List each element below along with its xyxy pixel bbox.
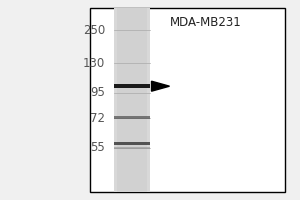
Text: 130: 130 [83,57,105,70]
Bar [114,147,150,149]
Text: 55: 55 [90,141,105,154]
Bar [114,116,150,119]
Text: 72: 72 [90,112,105,125]
Polygon shape [152,81,169,91]
Text: 250: 250 [83,24,105,37]
Bar [117,8,147,192]
Text: MDA-MB231: MDA-MB231 [169,16,242,29]
Bar [114,8,150,192]
Bar [114,84,150,88]
Bar [90,8,285,192]
Text: 95: 95 [90,86,105,99]
Bar [114,142,150,145]
